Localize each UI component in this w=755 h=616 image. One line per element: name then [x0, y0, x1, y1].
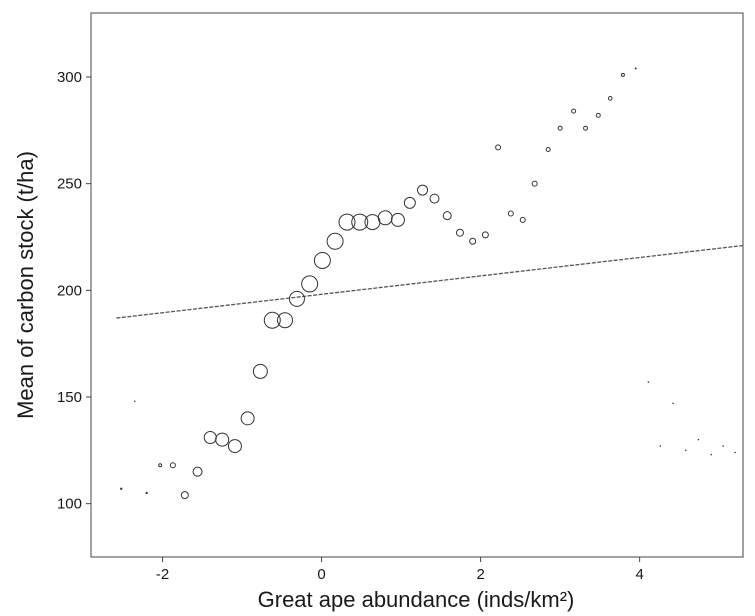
data-point	[481, 231, 489, 239]
data-point	[145, 491, 148, 495]
data-point	[620, 72, 625, 77]
data-point	[571, 108, 577, 114]
data-point	[377, 210, 393, 226]
data-point	[429, 193, 440, 204]
trend-line	[116, 244, 744, 319]
y-tick-label: 150	[57, 389, 82, 406]
data-point	[203, 431, 217, 445]
x-tick-label: 4	[635, 566, 643, 583]
data-point	[158, 463, 163, 468]
y-tick-label: 100	[57, 496, 82, 513]
plot-frame	[90, 12, 744, 558]
y-axis-title: Mean of carbon stock (t/ha)	[13, 151, 38, 419]
data-point	[684, 449, 687, 452]
data-point	[313, 251, 331, 269]
data-point	[417, 184, 429, 196]
data-point	[240, 411, 255, 426]
data-point	[722, 445, 724, 447]
data-point	[647, 381, 650, 383]
data-point	[133, 400, 136, 403]
data-point	[326, 232, 344, 250]
x-tick-label: 0	[317, 566, 325, 583]
data-point	[507, 210, 514, 217]
data-points-layer	[120, 67, 736, 500]
data-point	[672, 402, 674, 405]
data-point	[252, 363, 268, 379]
data-point	[557, 125, 563, 131]
data-point	[192, 466, 203, 477]
data-point	[338, 213, 356, 231]
data-point	[469, 237, 477, 245]
data-point	[390, 212, 405, 227]
data-point	[531, 180, 538, 187]
data-point	[169, 462, 176, 469]
data-point	[442, 211, 452, 221]
data-point	[403, 196, 416, 209]
data-point	[634, 67, 637, 70]
y-axis-ticks: 100 150 200 250 300	[57, 69, 91, 513]
x-axis-ticks: -2 0 2 4	[156, 557, 644, 583]
data-point	[215, 432, 230, 447]
data-point	[351, 213, 369, 231]
data-point	[659, 445, 662, 447]
data-point	[288, 290, 305, 307]
data-point	[545, 147, 551, 153]
data-point	[710, 453, 712, 456]
y-tick-label: 300	[57, 69, 82, 86]
data-point	[734, 451, 736, 454]
data-point	[583, 125, 589, 131]
y-tick-label: 200	[57, 282, 82, 299]
data-point	[277, 312, 294, 329]
data-point	[301, 275, 319, 293]
x-tick-label: 2	[476, 566, 484, 583]
data-point	[364, 214, 381, 231]
data-point	[595, 112, 601, 118]
data-point	[263, 311, 281, 329]
y-tick-label: 250	[57, 176, 82, 193]
data-point	[180, 491, 189, 500]
data-point	[607, 96, 613, 101]
data-point	[455, 228, 464, 237]
data-point	[227, 439, 242, 454]
x-tick-label: -2	[156, 566, 169, 583]
data-point	[519, 216, 526, 223]
x-axis-title: Great ape abundance (inds/km²)	[258, 587, 575, 612]
trend-line-layer	[116, 244, 744, 319]
data-point	[697, 438, 700, 441]
data-point	[120, 487, 123, 490]
data-point	[495, 144, 502, 151]
